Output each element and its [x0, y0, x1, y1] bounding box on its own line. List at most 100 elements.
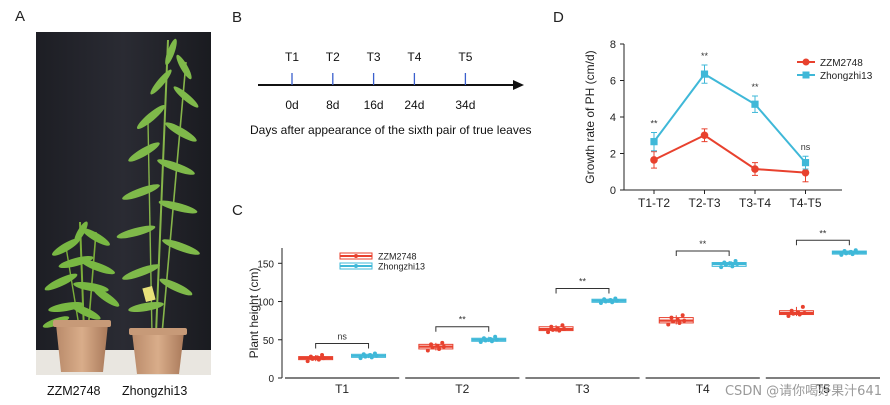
panel-letter-d: D	[553, 9, 564, 26]
c-data-point	[671, 319, 676, 324]
watermark: CSDN @请你喝好果汁641	[724, 384, 882, 399]
c-data-point	[853, 248, 858, 253]
c-data-point	[429, 342, 434, 347]
c-data-point	[549, 324, 554, 329]
c-data-point	[669, 315, 674, 320]
d-y-tick-label: 2	[610, 149, 616, 161]
c-data-point	[435, 343, 440, 348]
c-significance-bracket	[435, 326, 490, 332]
d-x-tick-label: T4-T5	[789, 196, 821, 210]
c-data-point	[478, 340, 483, 345]
c-y-tick-label: 0	[268, 374, 274, 385]
d-point	[650, 138, 658, 146]
c-data-point	[562, 327, 567, 332]
c-data-point	[488, 337, 493, 341]
c-legend-point	[354, 264, 358, 268]
d-x-tick-label: T1-T2	[638, 196, 670, 210]
c-data-point	[839, 252, 844, 257]
c-data-point	[680, 313, 685, 318]
c-data-point	[550, 327, 555, 332]
c-data-point	[730, 264, 735, 269]
c-data-point	[602, 297, 607, 302]
c-data-point	[493, 334, 498, 339]
c-data-point	[481, 336, 486, 341]
c-legend-label: Zhongzhi13	[378, 262, 425, 272]
c-data-point	[800, 304, 805, 309]
c-data-point	[791, 311, 796, 316]
c-data-point	[802, 311, 807, 315]
d-point	[801, 159, 810, 167]
c-significance-label: **	[819, 228, 827, 238]
c-data-point	[796, 310, 801, 315]
d-point	[700, 131, 709, 140]
d-y-tick-label: 4	[610, 112, 616, 124]
d-y-tick-label: 6	[610, 76, 616, 88]
c-data-point	[666, 322, 671, 327]
c-data-point	[315, 355, 320, 360]
c-data-point	[441, 344, 446, 349]
c-data-point	[361, 352, 366, 357]
d-point	[700, 70, 709, 78]
d-y-tick-label: 8	[610, 39, 616, 51]
c-significance-label: **	[459, 315, 467, 325]
d-legend-label: ZZM2748	[820, 58, 863, 69]
d-x-tick-label: T2-T3	[688, 196, 720, 210]
c-data-point	[555, 326, 560, 331]
c-data-point	[437, 346, 442, 351]
plant-zzm2748	[42, 221, 120, 372]
d-significance-label: ns	[801, 142, 811, 152]
panel-letter-b: B	[232, 9, 243, 26]
c-data-point	[425, 348, 430, 353]
c-data-point	[372, 351, 377, 356]
c-data-point	[320, 353, 325, 358]
c-data-point	[613, 296, 618, 301]
d-significance-label: **	[701, 51, 709, 61]
c-data-point	[608, 298, 613, 302]
c-significance-label: ns	[337, 332, 347, 342]
c-x-tick-label: T2	[455, 382, 469, 396]
photo-label-zhongzhi13: Zhongzhi13	[122, 384, 188, 398]
c-data-point	[560, 323, 565, 328]
d-x-tick-label: T3-T4	[739, 196, 771, 210]
c-y-tick-label: 150	[257, 259, 274, 270]
d-significance-label: **	[751, 82, 759, 92]
c-data-point	[598, 301, 603, 306]
c-significance-bracket	[555, 287, 610, 294]
c-data-point	[728, 261, 733, 266]
c-x-tick-label: T1	[335, 382, 349, 396]
c-data-point	[305, 359, 310, 364]
d-series-line-1	[653, 72, 807, 164]
c-significance-label: **	[699, 239, 707, 249]
c-data-point	[440, 340, 445, 345]
d-y-axis-label: Growth rate of PH (cm/d)	[583, 50, 597, 183]
c-legend-point	[354, 254, 358, 258]
d-point	[801, 168, 810, 177]
c-y-tick-label: 100	[257, 298, 274, 309]
d-point	[751, 100, 759, 108]
c-significance-bracket	[675, 250, 730, 256]
panel-letter-c: C	[232, 202, 243, 219]
c-data-point	[358, 356, 363, 361]
c-significance-bracket	[315, 343, 370, 349]
plant-photo	[36, 32, 211, 375]
d-legend-marker	[802, 71, 810, 79]
c-data-point	[789, 308, 794, 313]
c-data-point	[722, 260, 727, 265]
d-legend-label: Zhongzhi13	[820, 71, 873, 82]
c-y-tick-label: 50	[263, 336, 275, 347]
c-data-point	[321, 356, 326, 361]
c-x-tick-label: T4	[696, 382, 710, 396]
c-significance-bracket	[795, 239, 850, 246]
d-y-tick-label: 0	[610, 185, 616, 197]
c-significance-label: **	[579, 276, 587, 286]
c-data-point	[494, 337, 499, 342]
c-data-point	[733, 259, 738, 263]
plant-zhongzhi13	[116, 38, 200, 374]
c-x-tick-label: T5	[816, 382, 830, 396]
d-point	[751, 165, 759, 173]
d-legend-marker	[802, 58, 810, 66]
c-data-point	[677, 320, 682, 325]
d-series-line-0	[653, 134, 806, 174]
